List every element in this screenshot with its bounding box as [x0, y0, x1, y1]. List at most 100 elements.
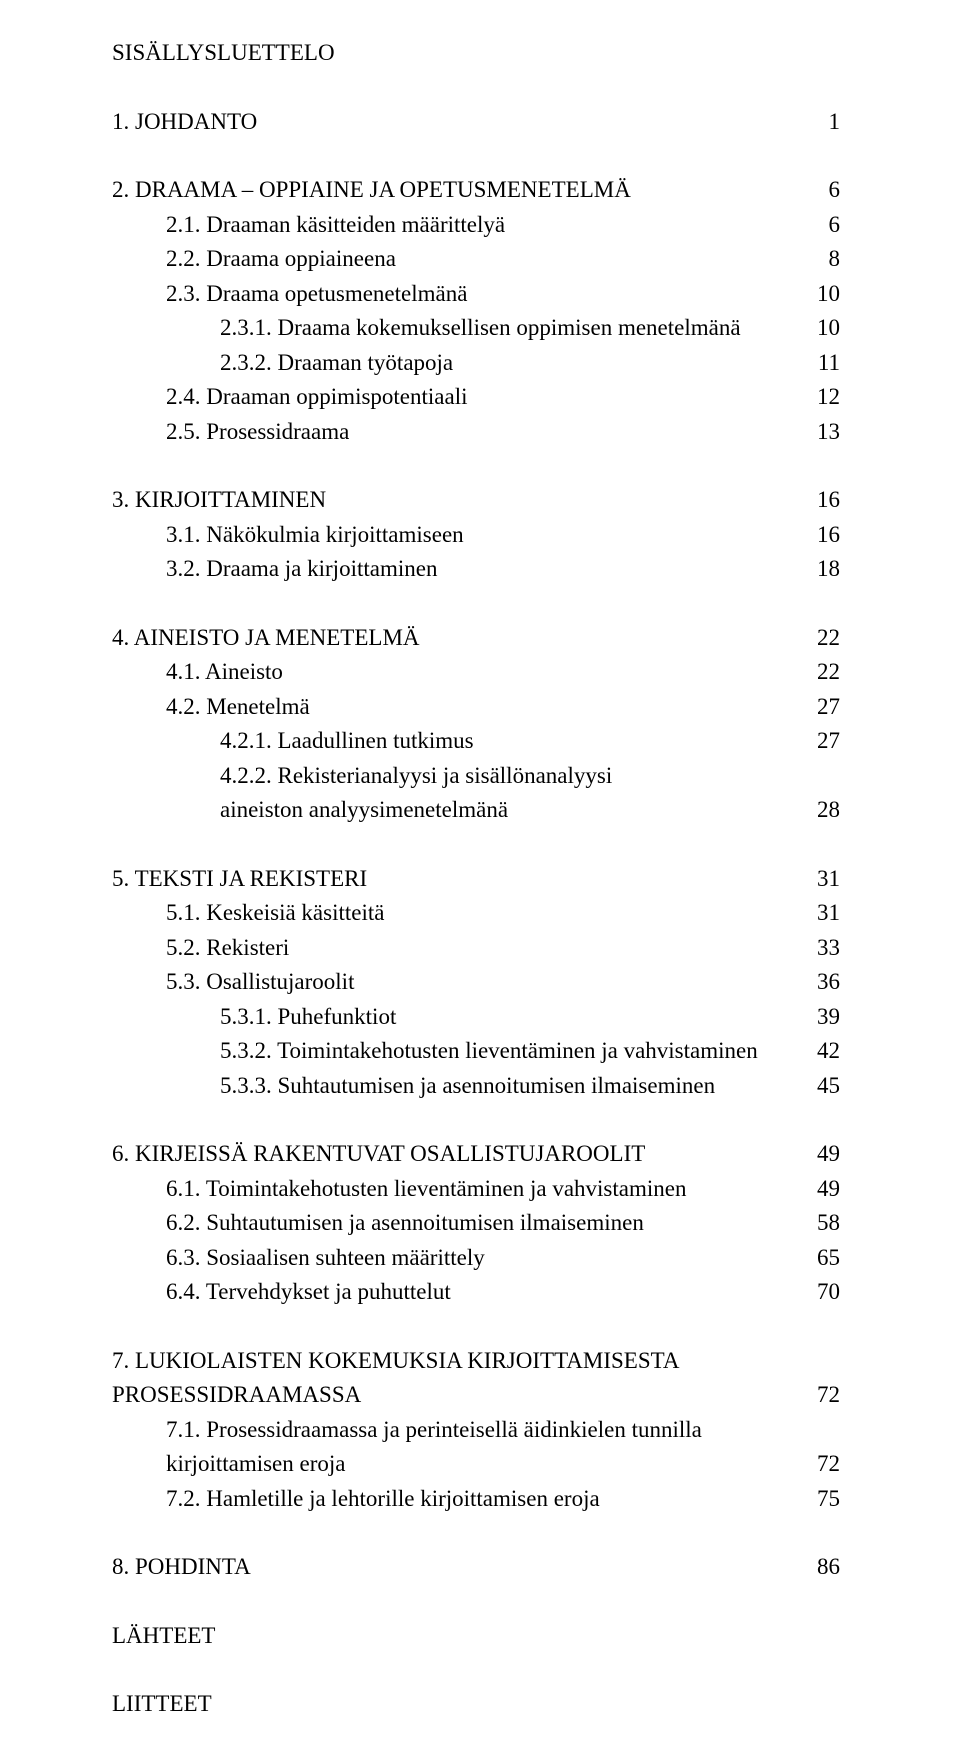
- toc-entry-text: 4.2.2. Rekisterianalyysi ja sisällönanal…: [112, 759, 804, 794]
- toc-entry: 4.2.1. Laadullinen tutkimus27: [112, 724, 840, 759]
- toc-entry-text: 6.2. Suhtautumisen ja asennoitumisen ilm…: [112, 1206, 804, 1241]
- toc-entry-page: 10: [804, 277, 840, 312]
- toc-entry: LIITTEET: [112, 1687, 840, 1722]
- toc-entry-page: 42: [804, 1034, 840, 1069]
- toc-entry: aineiston analyysimenetelmänä28: [112, 793, 840, 828]
- toc-entry: 6.4. Tervehdykset ja puhuttelut70: [112, 1275, 840, 1310]
- toc-entry: 3.1. Näkökulmia kirjoittamiseen16: [112, 518, 840, 553]
- toc-entry: 4.1. Aineisto22: [112, 655, 840, 690]
- toc-entry-text: 3.2. Draama ja kirjoittaminen: [112, 552, 804, 587]
- toc-entry: 5.2. Rekisteri33: [112, 931, 840, 966]
- toc-entry-page: 36: [804, 965, 840, 1000]
- document-title: SISÄLLYSLUETTELO: [112, 36, 840, 71]
- section-gap: [112, 139, 840, 173]
- toc-entry-text: 7.1. Prosessidraamassa ja perinteisellä …: [112, 1413, 804, 1448]
- toc-entry-text: LÄHTEET: [112, 1619, 804, 1654]
- toc-entry-page: 6: [804, 173, 840, 208]
- section-gap: [112, 1103, 840, 1137]
- toc-entry: 2.4. Draaman oppimispotentiaali12: [112, 380, 840, 415]
- toc-entry-text: 3.1. Näkökulmia kirjoittamiseen: [112, 518, 804, 553]
- toc-entry-text: 3. KIRJOITTAMINEN: [112, 483, 804, 518]
- toc-entry-page: 28: [804, 793, 840, 828]
- toc-entry-text: 8. POHDINTA: [112, 1550, 804, 1585]
- toc-entry: 5.1. Keskeisiä käsitteitä31: [112, 896, 840, 931]
- toc-entry-text: 4.1. Aineisto: [112, 655, 804, 690]
- toc-entry: LÄHTEET: [112, 1619, 840, 1654]
- toc-entry-page: 65: [804, 1241, 840, 1276]
- toc-entry-text: 2.3.2. Draaman työtapoja: [112, 346, 804, 381]
- toc-entry-page: 1: [804, 105, 840, 140]
- toc-entry: 5. TEKSTI JA REKISTERI31: [112, 862, 840, 897]
- toc-entry: 6. KIRJEISSÄ RAKENTUVAT OSALLISTUJAROOLI…: [112, 1137, 840, 1172]
- toc-entry: 2.3.1. Draama kokemuksellisen oppimisen …: [112, 311, 840, 346]
- toc-entry-page: 72: [804, 1378, 840, 1413]
- toc-entry-page: 33: [804, 931, 840, 966]
- section-gap: [112, 828, 840, 862]
- toc-entry-text: 5.3.3. Suhtautumisen ja asennoitumisen i…: [112, 1069, 804, 1104]
- toc-entry-text: 2.1. Draaman käsitteiden määrittelyä: [112, 208, 804, 243]
- toc-entry: 4.2. Menetelmä27: [112, 690, 840, 725]
- toc-entry-text: 5.1. Keskeisiä käsitteitä: [112, 896, 804, 931]
- toc-entry-text: 2.2. Draama oppiaineena: [112, 242, 804, 277]
- toc-entry: 2.5. Prosessidraama13: [112, 415, 840, 450]
- toc-entry: 7.1. Prosessidraamassa ja perinteisellä …: [112, 1413, 840, 1448]
- toc-entry: 5.3. Osallistujaroolit36: [112, 965, 840, 1000]
- toc-entry: 6.1. Toimintakehotusten lieventäminen ja…: [112, 1172, 840, 1207]
- toc-entry-page: 49: [804, 1137, 840, 1172]
- toc-entry: 3. KIRJOITTAMINEN16: [112, 483, 840, 518]
- toc-entry-page: 70: [804, 1275, 840, 1310]
- toc-entry-page: 13: [804, 415, 840, 450]
- section-gap: [112, 1585, 840, 1619]
- toc-entry-text: 7. LUKIOLAISTEN KOKEMUKSIA KIRJOITTAMISE…: [112, 1344, 804, 1379]
- title-gap: [112, 71, 840, 105]
- toc-entry: 4.2.2. Rekisterianalyysi ja sisällönanal…: [112, 759, 840, 794]
- toc-entry-text: 6.3. Sosiaalisen suhteen määrittely: [112, 1241, 804, 1276]
- toc-entry: 7. LUKIOLAISTEN KOKEMUKSIA KIRJOITTAMISE…: [112, 1344, 840, 1379]
- table-of-contents: 1. JOHDANTO12. DRAAMA – OPPIAINE JA OPET…: [112, 105, 840, 1722]
- toc-entry: 2.2. Draama oppiaineena8: [112, 242, 840, 277]
- toc-entry-text: 1. JOHDANTO: [112, 105, 804, 140]
- toc-entry-page: 31: [804, 862, 840, 897]
- toc-entry-text: 5.2. Rekisteri: [112, 931, 804, 966]
- title-text: SISÄLLYSLUETTELO: [112, 36, 840, 71]
- toc-entry-text: 2. DRAAMA – OPPIAINE JA OPETUSMENETELMÄ: [112, 173, 804, 208]
- toc-entry-text: 5.3.1. Puhefunktiot: [112, 1000, 804, 1035]
- toc-entry-text: 5.3. Osallistujaroolit: [112, 965, 804, 1000]
- toc-entry-text: 6.1. Toimintakehotusten lieventäminen ja…: [112, 1172, 804, 1207]
- toc-entry-text: 2.3.1. Draama kokemuksellisen oppimisen …: [112, 311, 804, 346]
- toc-entry-page: 86: [804, 1550, 840, 1585]
- toc-entry: 2.1. Draaman käsitteiden määrittelyä6: [112, 208, 840, 243]
- toc-entry-text: kirjoittamisen eroja: [112, 1447, 804, 1482]
- toc-entry-text: 5. TEKSTI JA REKISTERI: [112, 862, 804, 897]
- toc-entry-text: PROSESSIDRAAMASSA: [112, 1378, 804, 1413]
- toc-entry-page: 31: [804, 896, 840, 931]
- section-gap: [112, 1516, 840, 1550]
- toc-entry-page: 22: [804, 621, 840, 656]
- toc-entry-page: 6: [804, 208, 840, 243]
- section-gap: [112, 449, 840, 483]
- toc-entry: PROSESSIDRAAMASSA72: [112, 1378, 840, 1413]
- toc-entry-text: 7.2. Hamletille ja lehtorille kirjoittam…: [112, 1482, 804, 1517]
- toc-entry: 5.3.2. Toimintakehotusten lieventäminen …: [112, 1034, 840, 1069]
- toc-entry: 4. AINEISTO JA MENETELMÄ22: [112, 621, 840, 656]
- toc-entry-text: 4.2. Menetelmä: [112, 690, 804, 725]
- toc-entry-page: 16: [804, 483, 840, 518]
- toc-entry-text: 4.2.1. Laadullinen tutkimus: [112, 724, 804, 759]
- toc-entry-page: 22: [804, 655, 840, 690]
- toc-entry-text: 6. KIRJEISSÄ RAKENTUVAT OSALLISTUJAROOLI…: [112, 1137, 804, 1172]
- toc-entry-text: aineiston analyysimenetelmänä: [112, 793, 804, 828]
- section-gap: [112, 587, 840, 621]
- toc-entry-page: 8: [804, 242, 840, 277]
- toc-entry-page: 58: [804, 1206, 840, 1241]
- toc-entry-text: 2.5. Prosessidraama: [112, 415, 804, 450]
- toc-entry-page: 27: [804, 690, 840, 725]
- toc-entry-text: LIITTEET: [112, 1687, 804, 1722]
- toc-entry-page: 27: [804, 724, 840, 759]
- toc-entry-page: 18: [804, 552, 840, 587]
- toc-entry: 6.3. Sosiaalisen suhteen määrittely65: [112, 1241, 840, 1276]
- toc-entry-text: 4. AINEISTO JA MENETELMÄ: [112, 621, 804, 656]
- toc-entry-text: 5.3.2. Toimintakehotusten lieventäminen …: [112, 1034, 804, 1069]
- toc-entry: 1. JOHDANTO1: [112, 105, 840, 140]
- toc-entry-page: 49: [804, 1172, 840, 1207]
- section-gap: [112, 1653, 840, 1687]
